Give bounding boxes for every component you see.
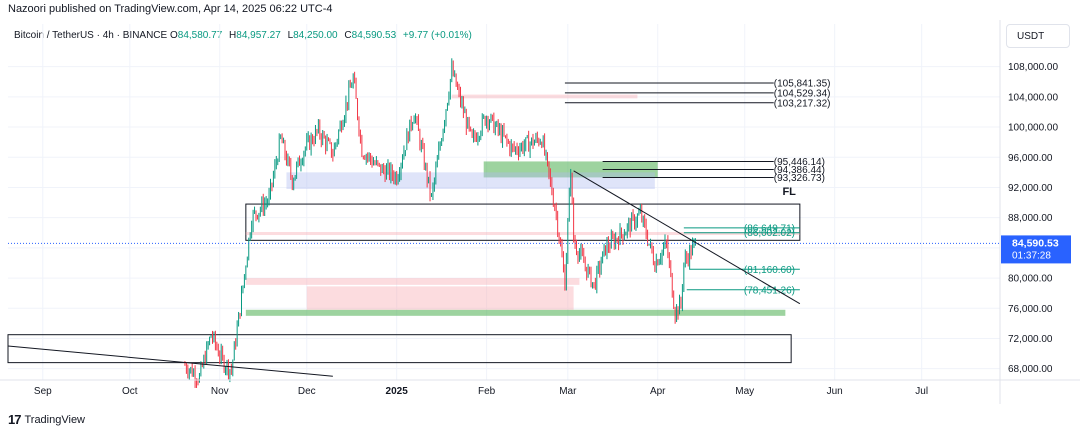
level-label: (103,217.32) — [774, 98, 831, 109]
x-tick-label: 2025 — [386, 386, 409, 397]
close-value: 84,590.53 — [351, 30, 397, 41]
high-label: H — [229, 30, 237, 41]
trendline — [573, 170, 801, 305]
symbol-name[interactable]: Bitcoin / TetherUS · 4h · BINANCE — [14, 30, 168, 41]
current-price-tag — [1001, 235, 1071, 264]
x-tick-label: Dec — [298, 386, 316, 397]
y-tick-label: 68,000.00 — [1008, 364, 1053, 375]
zone-fill — [306, 286, 574, 310]
zone-fill — [245, 278, 580, 285]
x-tick-label: Feb — [478, 386, 496, 397]
level-label: (104,529.34) — [774, 88, 831, 99]
y-tick-label: 72,000.00 — [1008, 334, 1053, 345]
level-label: (105,841.35) — [774, 78, 831, 89]
x-tick-label: Nov — [211, 386, 229, 397]
level-label: (86,649.71) — [744, 223, 795, 234]
tradingview-logo-icon[interactable]: 17 — [8, 412, 22, 427]
level-label: (95,446.14) — [774, 157, 825, 168]
open-label: O — [169, 30, 178, 41]
close-label: C — [344, 30, 352, 41]
current-price-countdown: 01:37:28 — [1012, 250, 1051, 261]
zone-fill — [286, 172, 655, 189]
y-tick-label: 96,000.00 — [1008, 153, 1053, 164]
change-value: +9.77 (+0.01%) — [402, 30, 472, 41]
x-tick-label: Sep — [34, 386, 52, 397]
x-tick-label: Mar — [559, 386, 577, 397]
low-label: L — [287, 30, 294, 41]
zone-fill — [451, 94, 638, 99]
x-tick-label: Oct — [122, 386, 138, 397]
price-series — [184, 58, 696, 388]
x-tick-label: Apr — [650, 386, 666, 397]
low-value: 84,250.00 — [293, 30, 338, 41]
level-lines: (105,841.35)(104,529.34)(103,217.32) (95,… — [7, 78, 1000, 377]
y-tick-label: 100,000.00 — [1008, 123, 1058, 134]
currency-button[interactable]: USDT — [1006, 24, 1070, 48]
zone-outline — [245, 203, 801, 241]
level-label: (93,326.73) — [774, 173, 825, 184]
zone-fill — [245, 232, 800, 236]
x-tick-label: Jul — [915, 386, 928, 397]
annotation-label: FL — [782, 186, 796, 198]
high-value: 84,957.27 — [236, 30, 281, 41]
y-tick-label: 88,000.00 — [1008, 213, 1053, 224]
x-tick-label: Jun — [827, 386, 843, 397]
grid — [8, 24, 1000, 380]
open-value: 84,580.77 — [177, 30, 223, 41]
zone-outline — [7, 334, 792, 364]
y-tick-label: 92,000.00 — [1008, 183, 1053, 194]
level-label: (81,160.60) — [744, 265, 795, 276]
current-price-label: 84,590.53 — [1012, 237, 1059, 249]
zone-fill — [245, 309, 786, 316]
level-label: (94,386.44) — [774, 165, 825, 176]
footer: 17 TradingView — [8, 412, 85, 427]
y-tick-label: 80,000.00 — [1008, 274, 1053, 285]
y-tick-label: 76,000.00 — [1008, 304, 1053, 315]
level-label: (78,451.26) — [744, 285, 795, 296]
axes: 68,000.0072,000.0076,000.0080,000.0084,0… — [0, 20, 1080, 404]
level-label: (86,002.02) — [744, 228, 795, 239]
y-tick-label: 104,000.00 — [1008, 92, 1058, 103]
trendline — [7, 345, 333, 377]
publisher-line: Nazoori published on TradingView.com, Ap… — [8, 3, 333, 15]
y-tick-label: 108,000.00 — [1008, 62, 1058, 73]
symbol-legend: Bitcoin / TetherUS · 4h · BINANCE O84,58… — [14, 30, 476, 41]
footer-brand[interactable]: TradingView — [24, 413, 86, 426]
zones — [7, 94, 801, 364]
x-tick-label: May — [735, 386, 754, 397]
